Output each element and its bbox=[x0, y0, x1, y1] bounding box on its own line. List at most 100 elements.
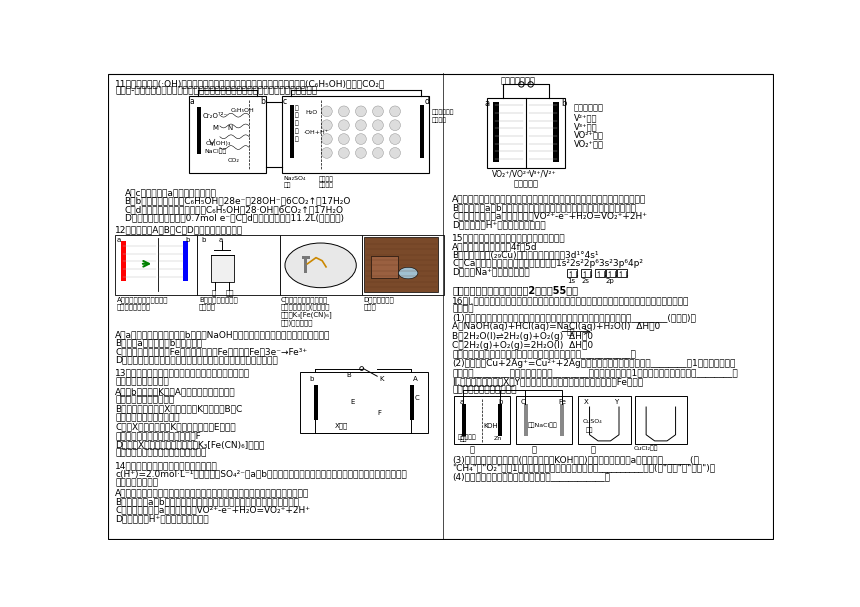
Bar bbox=[198, 234, 280, 294]
Bar bbox=[121, 241, 126, 281]
Text: (4)在乙装置中，总反应的离子方程式是____________。: (4)在乙装置中，总反应的离子方程式是____________。 bbox=[452, 472, 611, 481]
Text: F: F bbox=[378, 410, 381, 416]
Bar bbox=[197, 107, 200, 154]
Circle shape bbox=[355, 120, 366, 131]
Ellipse shape bbox=[398, 267, 418, 279]
Circle shape bbox=[322, 106, 332, 117]
Circle shape bbox=[528, 82, 533, 87]
Text: 反应式为________；正极材料可选择________（填一种即可）（1分），正极电极反应式为________。: 反应式为________；正极材料可选择________（填一种即可）（1分），… bbox=[452, 368, 738, 377]
Text: 二、填空题（除标注外，每空2分，共55分）: 二、填空题（除标注外，每空2分，共55分） bbox=[452, 285, 579, 296]
Text: b: b bbox=[185, 237, 189, 243]
Text: 乙: 乙 bbox=[532, 446, 537, 455]
Text: A．a为饱和食盐水的入口，b为较浓NaOH溶液的出口，离子交换膜为阳离子交换膜: A．a为饱和食盐水的入口，b为较浓NaOH溶液的出口，离子交换膜为阳离子交换膜 bbox=[115, 330, 330, 339]
Text: 石墨烯复合导: 石墨烯复合导 bbox=[432, 110, 454, 115]
Text: 下列叙述正确的是: 下列叙述正确的是 bbox=[115, 478, 158, 487]
Text: 原电池-电解池组合装置如图，该装置能实现发电、环保二位一体。下列说法错误的是: 原电池-电解池组合装置如图，该装置能实现发电、环保二位一体。下列说法错误的是 bbox=[115, 87, 317, 96]
Text: ↿⇂: ↿⇂ bbox=[568, 270, 580, 279]
Text: A: A bbox=[413, 376, 418, 382]
Text: a: a bbox=[460, 399, 464, 405]
Bar bbox=[578, 396, 630, 444]
Text: "CH₄"或"O₂"）（1分），该电极上发生的反应类型是__________反应(填"氧化"或"还原")。: "CH₄"或"O₂"）（1分），该电极上发生的反应类型是__________反应… bbox=[452, 463, 716, 472]
Circle shape bbox=[359, 367, 364, 370]
Text: 是红色，试回答下列问题：: 是红色，试回答下列问题： bbox=[452, 385, 517, 395]
Text: Fe: Fe bbox=[558, 399, 567, 405]
Text: 高浓度含: 高浓度含 bbox=[319, 176, 334, 181]
Circle shape bbox=[322, 148, 332, 158]
Circle shape bbox=[372, 120, 384, 131]
Text: b: b bbox=[261, 97, 265, 106]
Text: 溶液: 溶液 bbox=[284, 182, 291, 188]
Text: 子: 子 bbox=[294, 113, 298, 118]
Text: b: b bbox=[561, 99, 566, 108]
Text: D．基态Na⁺的轨道表示式：: D．基态Na⁺的轨道表示式： bbox=[452, 268, 530, 277]
Bar bbox=[488, 98, 565, 168]
Circle shape bbox=[355, 106, 366, 117]
Text: A．若b为正极，K连接A时，铁棒防腐的方式称: A．若b为正极，K连接A时，铁棒防腐的方式称 bbox=[115, 387, 236, 396]
Bar bbox=[454, 396, 510, 444]
Text: Na₂SO₄: Na₂SO₄ bbox=[284, 176, 306, 181]
Text: C．充电过程中，a极的反应式为VO²⁺-e⁻+H₂O=VO₂⁺+2H⁺: C．充电过程中，a极的反应式为VO²⁺-e⁻+H₂O=VO₂⁺+2H⁺ bbox=[115, 506, 310, 515]
Bar bbox=[115, 234, 198, 294]
Bar bbox=[581, 269, 591, 277]
Text: 15．下列说法或有关化学用语的表达正确的是: 15．下列说法或有关化学用语的表达正确的是 bbox=[452, 233, 566, 242]
Text: 换: 换 bbox=[294, 128, 298, 134]
Bar bbox=[560, 404, 564, 436]
Text: d: d bbox=[425, 97, 429, 106]
Bar bbox=[635, 396, 687, 444]
Text: 交: 交 bbox=[294, 121, 298, 126]
Text: 石墨: 石墨 bbox=[460, 436, 468, 442]
Text: A．c极为阴极，a极上发生还原反应: A．c极为阴极，a极上发生还原反应 bbox=[125, 188, 217, 197]
Bar bbox=[362, 234, 444, 294]
Text: CO₂: CO₂ bbox=[228, 158, 239, 163]
Text: C: C bbox=[415, 395, 419, 401]
Text: 16．I.能源的开发、利用与人类社会的可持续发展息息相关，充分利用好能源是摆在人类面前的重: 16．I.能源的开发、利用与人类社会的可持续发展息息相关，充分利用好能源是摆在人… bbox=[452, 296, 690, 305]
Text: C．铁钉缠绕铜丝放在盛
有稀盐和食盐水(滴有几滴
酸酐和K₃[Fe(CN)₆]
溶液)的培养皿中: C．铁钉缠绕铜丝放在盛 有稀盐和食盐水(滴有几滴 酸酐和K₃[Fe(CN)₆] … bbox=[281, 296, 333, 326]
Text: D．放电时，H⁺从左槽迁移进入右槽: D．放电时，H⁺从左槽迁移进入右槽 bbox=[115, 514, 209, 523]
Text: 1s: 1s bbox=[568, 277, 576, 283]
Text: c(H⁺)=2.0mol·L⁻¹，阴离子为SO₄²⁻，a、b均为惰性电极，充电过程中左槽溶液颜色由蓝色变为黄色，: c(H⁺)=2.0mol·L⁻¹，阴离子为SO₄²⁻，a、b均为惰性电极，充电过… bbox=[115, 469, 407, 478]
Text: H₂O: H₂O bbox=[305, 110, 317, 115]
Bar bbox=[420, 105, 424, 158]
Text: A．NaOH(aq)+HCl(aq)=NaCl(aq)+H₂O(l)  ΔH＜0: A．NaOH(aq)+HCl(aq)=NaCl(aq)+H₂O(l) ΔH＜0 bbox=[452, 322, 660, 331]
Text: 膜: 膜 bbox=[294, 136, 298, 141]
Circle shape bbox=[390, 148, 401, 158]
Bar bbox=[304, 256, 308, 273]
Text: A．能级能量大小关系：4f＞5d: A．能级能量大小关系：4f＞5d bbox=[452, 242, 538, 251]
Text: (3)甲装置是甲烷燃料电池(电解质溶液为KOH溶液)的结构示意图，则a处通入的是______(填: (3)甲装置是甲烷燃料电池(电解质溶液为KOH溶液)的结构示意图，则a处通入的是… bbox=[452, 455, 699, 464]
Text: V³⁺/V²⁺: V³⁺/V²⁺ bbox=[529, 169, 556, 178]
Bar bbox=[280, 234, 362, 294]
Text: a: a bbox=[485, 99, 490, 108]
Text: a: a bbox=[190, 97, 194, 106]
Text: NaCl溶液: NaCl溶液 bbox=[205, 148, 227, 154]
Text: B．相同条件下，若X为食盐水，K分别连接B、C: B．相同条件下，若X为食盐水，K分别连接B、C bbox=[115, 405, 243, 414]
Text: C．充电过程中，a极的反应式为VO²⁺-e⁻+H₂O=VO₂⁺+2H⁺: C．充电过程中，a极的反应式为VO²⁺-e⁻+H₂O=VO₂⁺+2H⁺ bbox=[452, 211, 648, 220]
Text: Cr₂O⁷²⁻: Cr₂O⁷²⁻ bbox=[203, 113, 228, 119]
Text: C．d极区苯酚被氧化的反应为：C₆H₅OH＋28·OH＝6CO₂↑＋17H₂O: C．d极区苯酚被氧化的反应为：C₆H₅OH＋28·OH＝6CO₂↑＋17H₂O bbox=[125, 205, 343, 214]
Circle shape bbox=[339, 120, 349, 131]
Text: B．工业冶炼钠的装
置示意图: B．工业冶炼钠的装 置示意图 bbox=[199, 296, 237, 310]
Text: B: B bbox=[347, 371, 351, 378]
Text: a: a bbox=[117, 237, 121, 243]
Circle shape bbox=[322, 134, 332, 144]
Text: B．2H₂O(l)⇌2H₂(g)+O₂(g)  ΔH＞0: B．2H₂O(l)⇌2H₂(g)+O₂(g) ΔH＞0 bbox=[452, 331, 593, 341]
Bar bbox=[595, 269, 605, 277]
Text: 时前者铁棒的腐蚀速度更慢: 时前者铁棒的腐蚀速度更慢 bbox=[115, 413, 180, 422]
Text: B．b极的电极反应式为C₆H₅OH－28e⁻＋28OH⁻＝6CO₂↑＋17H₂O: B．b极的电极反应式为C₆H₅OH－28e⁻＋28OH⁻＝6CO₂↑＋17H₂O bbox=[125, 197, 351, 206]
Text: 11．羟基自由基(·OH)是自然界中氧化性仅次于氟的氧化剂，一种能将苯酚(C₆H₅OH)氧化为CO₂的: 11．羟基自由基(·OH)是自然界中氧化性仅次于氟的氧化剂，一种能将苯酚(C₆H… bbox=[115, 79, 385, 88]
Text: X溶液: X溶液 bbox=[335, 422, 347, 429]
Text: 溶液: 溶液 bbox=[586, 427, 593, 433]
Text: b: b bbox=[310, 376, 314, 382]
Ellipse shape bbox=[285, 243, 356, 288]
Bar bbox=[314, 385, 317, 420]
Text: b: b bbox=[201, 237, 206, 243]
Text: 12．下列有关A、B、C、D的说法中，正确的是: 12．下列有关A、B、C、D的说法中，正确的是 bbox=[115, 225, 243, 234]
Circle shape bbox=[390, 120, 401, 131]
Bar bbox=[524, 404, 527, 436]
Text: M: M bbox=[212, 125, 218, 131]
Text: C．Ca处于激发态的电子排布式可能为：1s²2s²2p⁶3s²3p⁶4p²: C．Ca处于激发态的电子排布式可能为：1s²2s²2p⁶3s²3p⁶4p² bbox=[452, 259, 643, 268]
Text: c: c bbox=[283, 97, 286, 106]
Text: 外接电源或负载: 外接电源或负载 bbox=[501, 76, 536, 85]
Text: B．储能电池a、b两极间的电解质溶液中通过电子的定向移动形成闭合回路: B．储能电池a、b两极间的电解质溶液中通过电子的定向移动形成闭合回路 bbox=[115, 497, 299, 506]
Text: D．轮船底部镶
嵌锌块: D．轮船底部镶 嵌锌块 bbox=[363, 296, 394, 310]
Text: a: a bbox=[219, 237, 224, 243]
